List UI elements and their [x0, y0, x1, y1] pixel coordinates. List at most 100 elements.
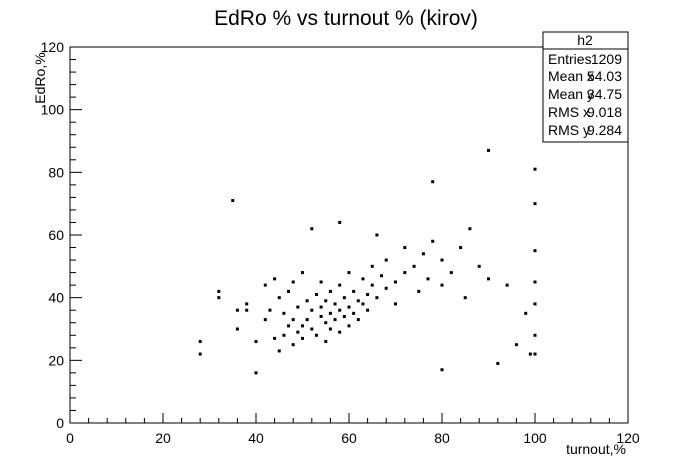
data-point: [361, 302, 365, 306]
data-point: [528, 352, 532, 356]
data-point: [366, 308, 370, 312]
data-point: [291, 343, 295, 347]
stats-value: 34.75: [587, 86, 622, 102]
data-point: [291, 318, 295, 322]
data-point: [417, 289, 421, 293]
stats-box: h2 Entries 1209 Mean x 54.03 Mean y 34.7…: [542, 31, 629, 143]
data-point: [370, 283, 374, 287]
data-point: [324, 340, 328, 344]
data-point: [328, 311, 332, 315]
y-tick-label: 100: [41, 102, 65, 118]
data-point: [496, 361, 500, 365]
data-point: [505, 283, 509, 287]
x-tick-label: 100: [523, 430, 547, 446]
data-point: [533, 333, 537, 337]
data-point: [356, 299, 360, 303]
data-point: [338, 283, 342, 287]
data-point: [319, 280, 323, 284]
data-point: [273, 336, 277, 340]
data-point: [468, 227, 472, 231]
data-point: [394, 302, 397, 306]
data-point: [305, 318, 309, 322]
data-point: [347, 271, 351, 275]
data-point: [305, 299, 309, 303]
data-point: [342, 296, 346, 300]
data-point: [352, 289, 356, 293]
data-point: [533, 167, 537, 171]
data-point: [487, 148, 490, 152]
data-point: [356, 318, 360, 322]
stats-box-title: h2: [577, 32, 593, 48]
data-point: [310, 308, 314, 312]
data-point: [338, 330, 342, 334]
x-tick-label: 20: [155, 430, 171, 446]
data-point: [277, 349, 281, 353]
data-point: [449, 271, 453, 275]
data-point: [412, 264, 416, 268]
data-point: [324, 299, 328, 303]
data-point: [403, 246, 407, 250]
x-tick-label: 120: [616, 430, 640, 446]
data-point: [287, 324, 291, 328]
chart-title: EdRo % vs turnout % (kirov): [214, 7, 478, 30]
stats-label: RMS x: [548, 104, 590, 120]
y-tick-label: 0: [56, 415, 64, 431]
data-point: [291, 280, 295, 284]
data-point: [463, 296, 467, 300]
data-point: [235, 308, 239, 312]
data-point: [338, 220, 342, 224]
data-point: [380, 274, 384, 278]
stats-value: 9.018: [587, 104, 622, 120]
data-point: [263, 318, 267, 322]
data-point: [314, 293, 318, 297]
data-point: [310, 227, 314, 231]
data-point: [301, 324, 304, 328]
data-point: [533, 352, 537, 356]
data-point: [333, 318, 337, 322]
data-point: [361, 277, 365, 281]
data-point: [384, 286, 388, 290]
x-tick-label: 40: [248, 430, 264, 446]
data-point: [268, 308, 272, 312]
x-tick-label: 80: [434, 430, 450, 446]
y-axis-label: EdRo,%: [32, 52, 48, 103]
data-point: [375, 296, 379, 300]
data-point: [375, 233, 379, 237]
data-point: [273, 277, 277, 281]
x-tick-label: 60: [341, 430, 357, 446]
data-point: [319, 314, 323, 318]
data-point: [328, 327, 332, 331]
data-point: [426, 277, 430, 281]
data-point: [324, 321, 328, 325]
stats-value: 9.284: [587, 122, 622, 138]
data-point: [254, 371, 258, 375]
stats-box-frame: [542, 31, 629, 143]
data-point: [263, 283, 267, 287]
data-point: [533, 249, 537, 253]
y-tick-label: 40: [48, 290, 64, 306]
data-point: [282, 311, 286, 315]
data-point: [282, 333, 286, 337]
stats-value: 54.03: [587, 68, 622, 84]
data-point: [198, 352, 202, 356]
data-point: [440, 283, 444, 287]
data-point: [370, 264, 374, 268]
data-point: [328, 289, 332, 293]
stats-label: Mean y: [548, 86, 594, 102]
stats-label: Entries: [548, 51, 592, 67]
data-point: [366, 293, 370, 297]
y-tick-label: 120: [41, 39, 65, 55]
x-tick-label: 0: [66, 430, 74, 446]
data-point: [310, 327, 314, 331]
data-point: [319, 305, 323, 309]
y-tick-label: 20: [48, 352, 64, 368]
data-point: [235, 327, 239, 331]
data-point: [245, 308, 249, 312]
stats-label: Mean x: [548, 68, 594, 84]
data-point: [287, 289, 291, 293]
data-point: [431, 180, 435, 184]
data-point: [198, 340, 202, 344]
data-point: [524, 311, 528, 315]
x-axis-label: turnout,%: [566, 441, 626, 457]
